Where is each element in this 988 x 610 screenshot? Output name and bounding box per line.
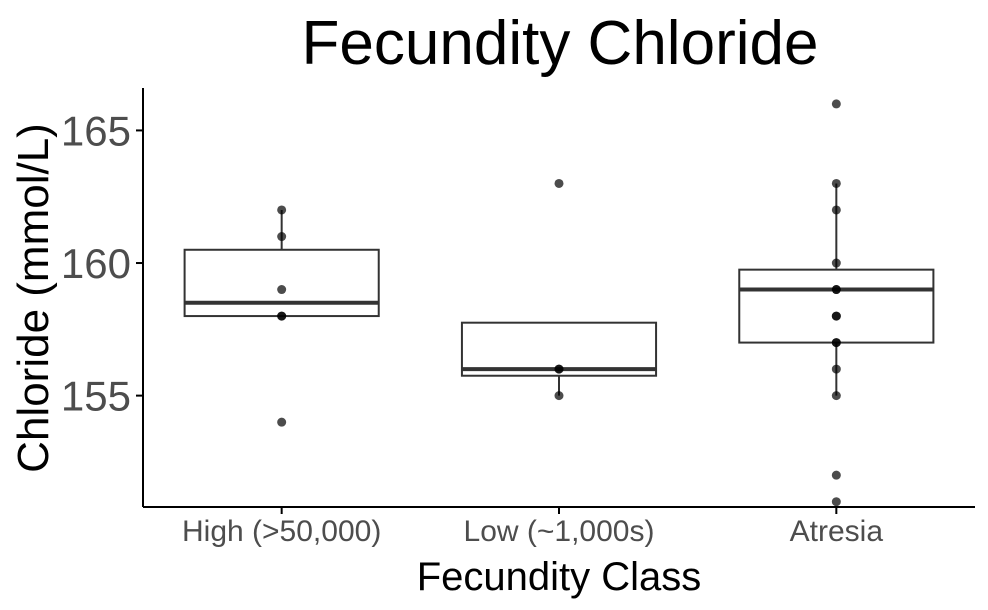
data-point bbox=[554, 364, 564, 374]
data-point bbox=[831, 497, 841, 507]
x-axis: High (>50,000) Low (~1,000s) Atresia bbox=[143, 506, 975, 548]
data-point bbox=[277, 205, 287, 215]
data-point bbox=[277, 311, 287, 321]
data-point bbox=[831, 285, 841, 295]
data-point bbox=[831, 311, 841, 321]
data-point bbox=[831, 338, 841, 348]
iqr-box bbox=[738, 268, 935, 344]
data-point bbox=[554, 391, 564, 401]
data-point bbox=[554, 178, 564, 188]
data-point bbox=[277, 417, 287, 427]
x-tick-label: Atresia bbox=[790, 515, 884, 548]
data-point bbox=[831, 205, 841, 215]
data-point bbox=[831, 364, 841, 374]
y-tick-label: 165 bbox=[61, 107, 131, 154]
y-tick-label: 160 bbox=[61, 240, 131, 287]
iqr-box bbox=[183, 248, 380, 318]
data-point bbox=[831, 99, 841, 109]
plot-area bbox=[183, 99, 935, 507]
box-group-1 bbox=[460, 178, 658, 401]
y-axis-label: Chloride (mmol/L) bbox=[9, 123, 58, 473]
x-tick-label: Low (~1,000s) bbox=[464, 515, 655, 548]
data-point bbox=[277, 285, 287, 295]
data-point bbox=[831, 391, 841, 401]
data-point bbox=[277, 232, 287, 242]
data-point bbox=[831, 178, 841, 188]
box-group-0 bbox=[183, 205, 380, 427]
y-tick-label: 155 bbox=[61, 373, 131, 420]
y-axis: 155 160 165 bbox=[61, 88, 144, 507]
data-point bbox=[831, 258, 841, 268]
x-tick-label: High (>50,000) bbox=[182, 515, 381, 548]
data-point bbox=[831, 470, 841, 480]
box-group-2 bbox=[738, 99, 935, 507]
chart-title: Fecundity Chloride bbox=[302, 9, 819, 78]
x-axis-label: Fecundity Class bbox=[417, 555, 702, 599]
